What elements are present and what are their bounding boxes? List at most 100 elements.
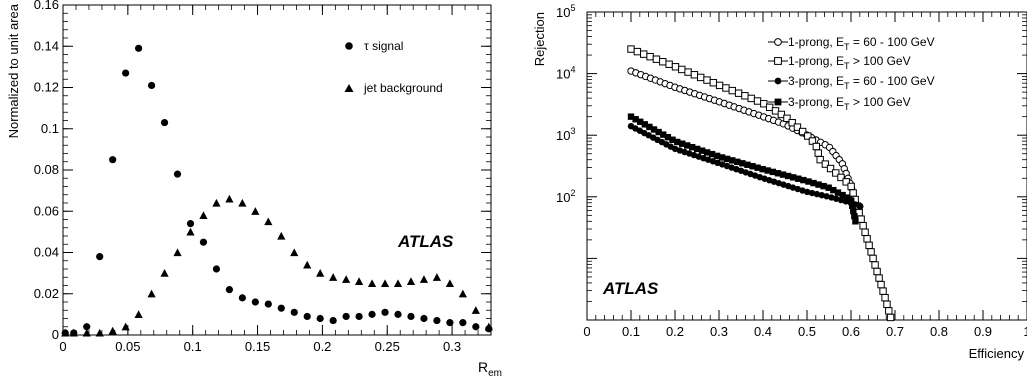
left-point-tau [96, 253, 104, 261]
left-point-jet [147, 289, 156, 298]
right-point-open-square [849, 189, 857, 197]
right-point-filled-square [655, 128, 662, 136]
left-legend: τ signal jet background [344, 39, 443, 95]
left-point-jet [82, 328, 91, 337]
right-point-filled-square [850, 207, 857, 215]
left-y-tick-label-0-08: 0.08 [34, 162, 59, 177]
right-x-tick-label-0-6: 0.6 [842, 324, 860, 339]
right-point-filled-square [660, 131, 667, 138]
right-point-open-square [885, 307, 893, 315]
right-point-filled-circle [833, 195, 840, 202]
left-point-jet [173, 248, 182, 257]
right-point-open-square [867, 248, 875, 256]
left-x-tick-label-0-2: 0.2 [313, 339, 331, 354]
left-point-tau [433, 316, 441, 325]
right-y-axis-title: Rejection [532, 12, 547, 66]
right-y-tick-label-base: 10 [556, 190, 570, 205]
right-point-filled-square [679, 140, 686, 147]
legend-marker-tau-signal [345, 42, 353, 50]
left-point-tau [122, 69, 130, 77]
right-point-open-square [875, 274, 883, 282]
right-point-open-square [808, 137, 817, 145]
left-x-axis-title-main: R [478, 359, 488, 375]
right-point-filled-square [674, 138, 681, 146]
left-point-jet [95, 328, 104, 337]
right-point-open-square [715, 81, 724, 90]
right-axis-ticks [586, 11, 1027, 321]
right-x-tick-label-0-3: 0.3 [710, 324, 728, 339]
right-y-tick-label-10e2: 102 [556, 188, 575, 205]
legend-label-3prong-100-sub: T [844, 102, 850, 112]
right-point-open-square [627, 45, 635, 53]
right-point-open-square [873, 267, 881, 276]
left-point-jet [484, 322, 493, 331]
left-y-tick-label-0-16: 0.16 [34, 0, 59, 12]
right-point-filled-square [646, 123, 653, 131]
left-point-jet [61, 328, 70, 337]
right-point-open-square [826, 164, 835, 173]
right-point-open-square [814, 149, 822, 157]
left-point-tau [394, 310, 402, 318]
right-point-filled-circle [804, 188, 811, 196]
left-point-tau [277, 304, 285, 312]
left-x-tick-label-0-25: 0.25 [375, 339, 400, 354]
right-x-tick-label-0-9: 0.9 [974, 324, 992, 339]
right-point-open-square [684, 68, 692, 76]
left-point-tau [342, 312, 350, 321]
left-point-tau [251, 298, 259, 306]
right-point-filled-square [641, 121, 649, 128]
right-axis-tick-labels: 00.10.20.30.40.50.60.70.80.9110210310410… [556, 3, 1027, 339]
right-point-filled-square [664, 133, 672, 141]
left-axis-tick-labels: 0 0.05 0.1 0.15 0.2 0.25 0.3 0 0.02 0.04 0.06 0.08 0… [34, 0, 461, 354]
left-x-axis-title-sub: em [488, 368, 502, 379]
right-point-filled-square [759, 165, 766, 173]
right-series-3-prong-e-t-100-gev [627, 113, 859, 225]
legend-label-1prong-60-100-sub: T [844, 42, 850, 52]
right-point-filled-square [784, 172, 792, 180]
left-y-tick-label-0-1: 0.1 [41, 121, 59, 136]
left-y-axis-title: Normalized to unit area [6, 3, 21, 138]
right-point-open-square [812, 142, 821, 151]
legend-label-3prong-100-pre: 3-prong, E [788, 95, 844, 109]
right-point-filled-square [637, 118, 644, 125]
right-x-tick-label-0-2: 0.2 [666, 324, 684, 339]
right-point-filled-square [723, 155, 731, 163]
left-axis-ticks [62, 4, 492, 336]
left-point-tau [160, 118, 169, 127]
right-point-filled-square [779, 171, 787, 178]
left-point-jet [186, 227, 195, 236]
right-point-open-square [697, 73, 705, 82]
right-point-filled-square [650, 126, 658, 133]
left-point-jet [303, 260, 312, 269]
right-point-filled-square [684, 142, 691, 149]
right-y-tick-label-base: 10 [556, 5, 570, 20]
left-point-jet [264, 217, 273, 226]
left-y-tick-label-0-04: 0.04 [34, 245, 59, 260]
right-point-filled-square [825, 184, 832, 191]
left-point-jet [277, 231, 286, 240]
right-point-filled-circle [813, 190, 821, 198]
left-point-jet [432, 273, 442, 281]
left-point-jet [316, 269, 325, 277]
right-point-filled-square [669, 136, 676, 143]
right-point-open-square [741, 92, 749, 100]
left-point-jet [445, 279, 454, 288]
right-point-open-square [788, 119, 796, 127]
legend-label-3prong-100: 3-prong, ET > 100 GeV [788, 95, 911, 112]
right-point-filled-square [688, 143, 696, 151]
right-point-filled-square [815, 181, 822, 188]
left-point-tau [446, 319, 454, 327]
right-point-open-square [883, 300, 891, 308]
right-point-filled-square [839, 191, 846, 199]
left-point-tau [472, 323, 480, 331]
left-point-tau [316, 314, 324, 323]
right-point-open-square [865, 241, 873, 250]
left-point-jet [393, 279, 403, 288]
legend-label-1prong-60-100-pre: 1-prong, E [788, 35, 844, 49]
right-y-tick-label-base: 10 [556, 67, 570, 82]
left-data-marks [61, 44, 493, 337]
right-point-open-square [821, 160, 830, 168]
right-point-open-square [861, 228, 869, 236]
right-point-open-square [640, 50, 648, 58]
